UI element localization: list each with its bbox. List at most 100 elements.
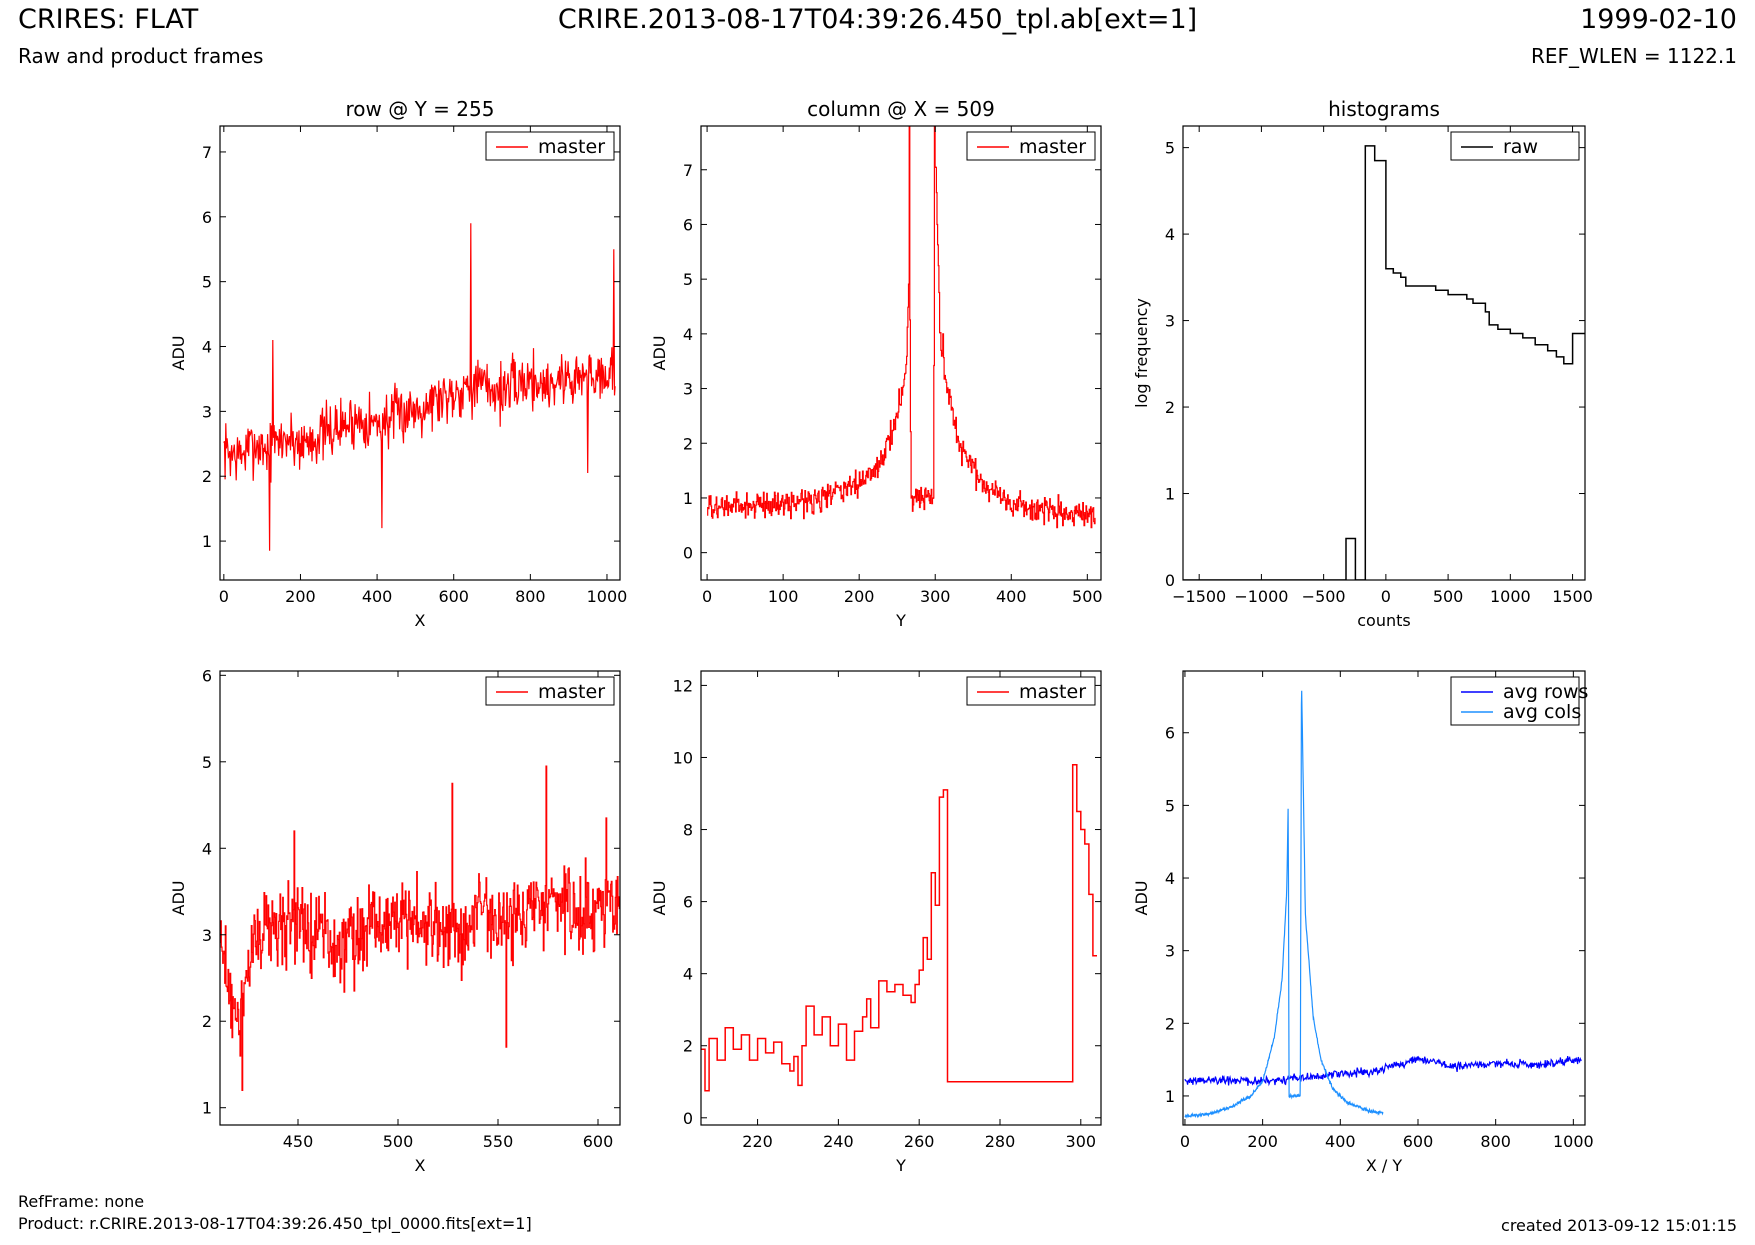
x-tick-label: 500 — [1433, 587, 1464, 606]
y-tick-label: 1 — [202, 532, 212, 551]
y-axis-label: ADU — [169, 336, 188, 371]
y-tick-label: 3 — [202, 402, 212, 421]
y-tick-label: 6 — [202, 666, 212, 685]
x-tick-label: 260 — [904, 1132, 935, 1151]
x-tick-label: 200 — [844, 587, 875, 606]
legend-box — [485, 676, 615, 706]
legend-label: avg cols — [1503, 701, 1581, 723]
legend-label: master — [538, 136, 605, 158]
x-tick-label: 200 — [285, 587, 316, 606]
x-axis-label: counts — [1357, 611, 1410, 630]
x-axis-label: X — [415, 1156, 426, 1175]
series-line-avg-rows — [1184, 1055, 1582, 1087]
y-tick-label: 5 — [202, 273, 212, 292]
x-tick-label: 500 — [1072, 587, 1103, 606]
x-tick-label: 1000 — [1553, 1132, 1594, 1151]
y-tick-label: 3 — [202, 926, 212, 945]
y-tick-label: 7 — [683, 161, 693, 180]
x-tick-label: 300 — [920, 587, 951, 606]
y-axis-label: ADU — [1132, 881, 1151, 916]
footer-refframe: RefFrame: none — [18, 1192, 145, 1211]
x-tick-label: 400 — [996, 587, 1027, 606]
plot-frame — [219, 670, 621, 1126]
y-tick-label: 4 — [683, 965, 693, 984]
y-tick-label: 5 — [202, 753, 212, 772]
ref-wavelength: REF_WLEN = 1122.1 — [1530, 44, 1737, 68]
y-tick-label: 1 — [202, 1099, 212, 1118]
y-tick-label: 3 — [1165, 942, 1175, 961]
y-axis-label: ADU — [650, 336, 669, 371]
series-line-avg-cols — [1184, 690, 1384, 1119]
x-tick-label: 1500 — [1552, 587, 1593, 606]
y-tick-label: 0 — [1165, 571, 1175, 590]
x-tick-label: 500 — [383, 1132, 414, 1151]
report-title: CRIRES: FLAT — [18, 4, 199, 35]
report-subtitle: Raw and product frames — [18, 44, 264, 68]
y-tick-label: 6 — [683, 215, 693, 234]
y-tick-label: 8 — [683, 821, 693, 840]
y-tick-label: 4 — [202, 338, 212, 357]
x-tick-label: 100 — [768, 587, 799, 606]
y-tick-label: 6 — [1165, 724, 1175, 743]
y-tick-label: 1 — [1165, 485, 1175, 504]
legend-box — [485, 131, 615, 161]
y-axis-label: ADU — [650, 881, 669, 916]
y-tick-label: 7 — [202, 143, 212, 162]
x-tick-label: 300 — [1066, 1132, 1097, 1151]
x-tick-label: 0 — [702, 587, 712, 606]
report-date: 1999-02-10 — [1580, 4, 1737, 35]
legend-label: master — [1019, 681, 1086, 703]
legend-label: master — [1019, 136, 1086, 158]
x-tick-label: 800 — [1480, 1132, 1511, 1151]
y-tick-label: 4 — [1165, 869, 1175, 888]
chart-title: column @ X = 509 — [807, 97, 995, 121]
y-tick-label: 6 — [202, 208, 212, 227]
y-tick-label: 0 — [683, 544, 693, 563]
plot-frame — [700, 125, 1102, 581]
legend-box — [966, 131, 1096, 161]
y-axis-label: ADU — [169, 881, 188, 916]
x-axis-label: Y — [895, 611, 906, 630]
x-tick-label: 0 — [1381, 587, 1391, 606]
footer-created: created 2013-09-12 15:01:15 — [1501, 1216, 1737, 1235]
file-name: CRIRE.2013-08-17T04:39:26.450_tpl.ab[ext… — [557, 4, 1198, 35]
x-tick-label: 280 — [985, 1132, 1016, 1151]
y-tick-label: 2 — [683, 1037, 693, 1056]
y-tick-label: 2 — [202, 1012, 212, 1031]
series-line-master — [220, 765, 620, 1091]
y-tick-label: 2 — [1165, 398, 1175, 417]
x-tick-label: 220 — [742, 1132, 773, 1151]
legend-box — [1450, 131, 1580, 161]
x-axis-label: X / Y — [1366, 1156, 1403, 1175]
y-tick-label: 4 — [683, 325, 693, 344]
y-tick-label: 4 — [1165, 225, 1175, 244]
x-tick-label: 450 — [283, 1132, 314, 1151]
x-axis-label: Y — [895, 1156, 906, 1175]
plot-frame — [700, 670, 1102, 1126]
y-tick-label: 1 — [1165, 1087, 1175, 1106]
y-tick-label: 5 — [1165, 796, 1175, 815]
x-tick-label: −1500 — [1172, 587, 1226, 606]
y-tick-label: 2 — [1165, 1014, 1175, 1033]
x-axis-label: X — [415, 611, 426, 630]
plot-frame — [1182, 670, 1586, 1126]
x-tick-label: −500 — [1302, 587, 1346, 606]
y-tick-label: 3 — [683, 380, 693, 399]
plot-frame — [1182, 125, 1586, 581]
x-tick-label: 200 — [1247, 1132, 1278, 1151]
legend-label: master — [538, 681, 605, 703]
x-tick-label: 1000 — [587, 587, 628, 606]
x-tick-label: 400 — [1325, 1132, 1356, 1151]
x-tick-label: 1000 — [1490, 587, 1531, 606]
x-tick-label: 600 — [1403, 1132, 1434, 1151]
y-tick-label: 12 — [673, 676, 693, 695]
x-tick-label: 600 — [583, 1132, 614, 1151]
y-tick-label: 2 — [202, 467, 212, 486]
legend-label: raw — [1503, 136, 1538, 158]
y-tick-label: 0 — [683, 1109, 693, 1128]
y-axis-label: log frequency — [1132, 298, 1151, 408]
y-tick-label: 5 — [1165, 139, 1175, 158]
series-line-master — [701, 763, 1097, 1092]
y-tick-label: 6 — [683, 893, 693, 912]
series-line-master — [223, 223, 616, 551]
